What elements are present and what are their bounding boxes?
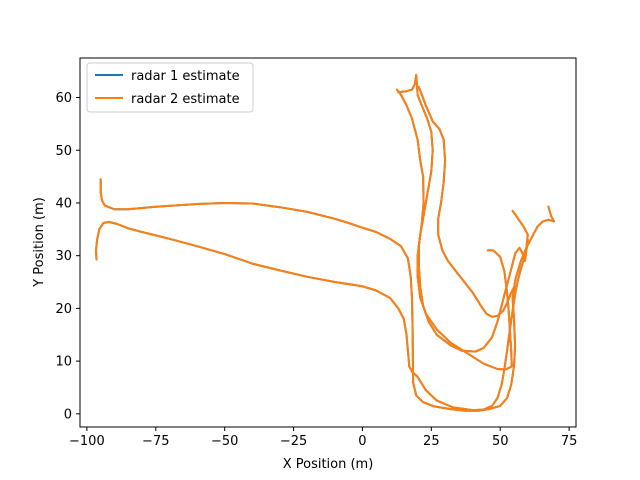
legend-label-radar-2: radar 2 estimate (131, 92, 240, 107)
x-axis-label: X Position (m) (283, 457, 374, 472)
series-2-track-4 (395, 88, 529, 353)
y-axis-label: Y Position (m) (32, 197, 47, 288)
y-tick-label: 40 (55, 196, 72, 211)
x-tick-label: 75 (561, 434, 578, 449)
axes-frame (79, 57, 577, 428)
x-tick-label: −75 (142, 434, 169, 449)
series-2-track-3 (397, 73, 513, 371)
series-2-track-1 (99, 178, 555, 412)
legend-label-radar-1: radar 1 estimate (131, 69, 240, 84)
y-tick-label: 20 (55, 302, 72, 317)
series-layer (95, 73, 555, 412)
x-tick-label: 0 (358, 434, 366, 449)
x-tick-label: −100 (69, 434, 105, 449)
x-axis-ticks: −100 −75 −50 −25 0 25 50 75 (69, 427, 577, 449)
y-tick-label: 30 (55, 249, 72, 264)
series-2-track-5 (417, 86, 515, 318)
x-tick-label: 25 (423, 434, 440, 449)
x-tick-label: −50 (211, 434, 238, 449)
series-2-track-2 (95, 209, 529, 412)
y-tick-label: 50 (55, 144, 72, 159)
y-tick-label: 10 (55, 355, 72, 370)
x-tick-label: 50 (492, 434, 509, 449)
y-tick-label: 0 (64, 407, 72, 422)
y-tick-label: 60 (55, 91, 72, 106)
x-tick-label: −25 (280, 434, 307, 449)
legend-frame (86, 62, 254, 113)
plot-area (80, 58, 576, 427)
y-axis-ticks: 0 10 20 30 40 50 60 (55, 91, 80, 422)
legend: radar 1 estimate radar 2 estimate (86, 62, 254, 113)
